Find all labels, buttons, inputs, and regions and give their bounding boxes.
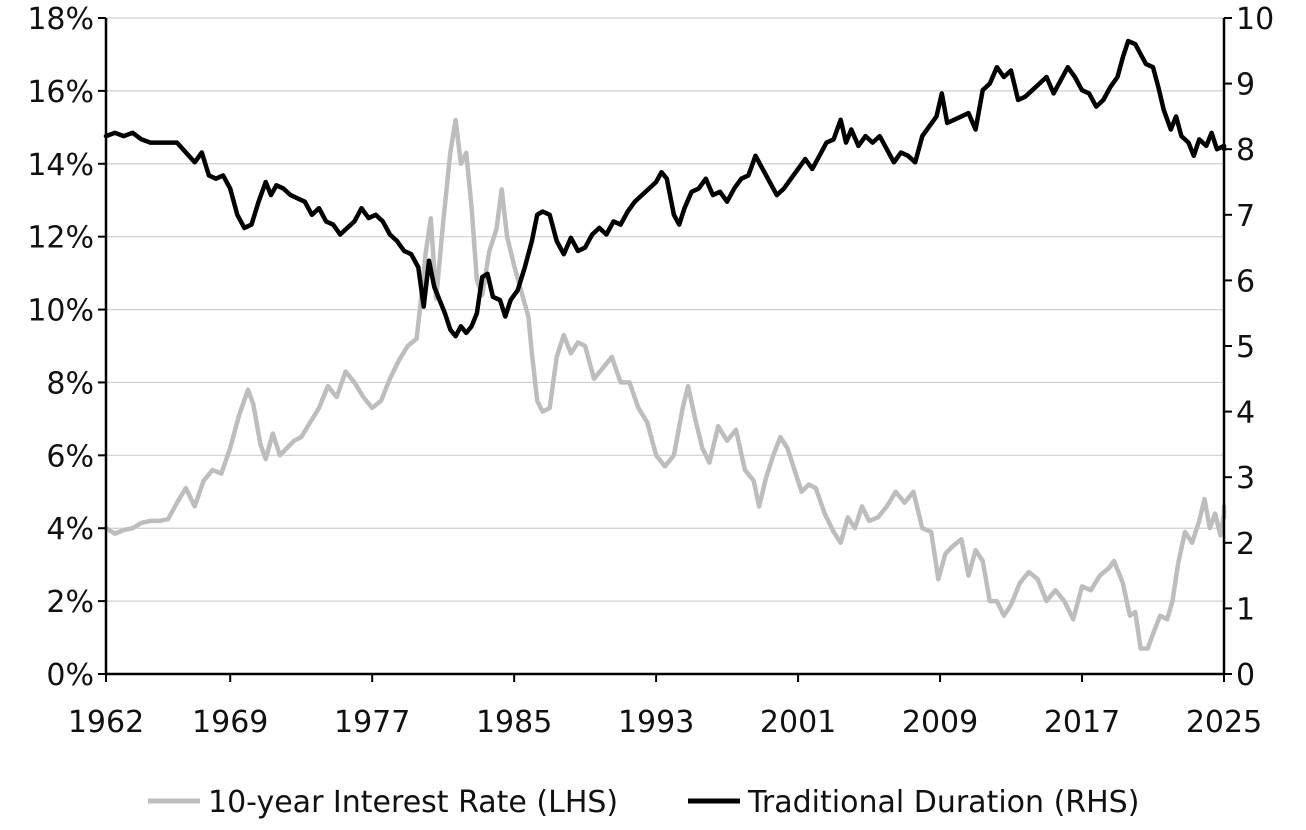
right-tick-label: 3	[1236, 461, 1255, 496]
legend: 10-year Interest Rate (LHS) Traditional …	[148, 785, 1139, 820]
x-tick-label: 1985	[476, 705, 552, 740]
left-tick-label: 4%	[46, 512, 94, 547]
legend-label-duration: Traditional Duration (RHS)	[747, 785, 1139, 820]
x-tick-label: 2017	[1044, 705, 1120, 740]
left-tick-label: 16%	[27, 75, 94, 110]
series-line-duration	[103, 38, 1227, 339]
tick-labels: 0% 2% 4% 6% 8% 10% 12% 14% 16% 18% 0 1 2 3 4 5 6 7 8 9 10 196…	[27, 2, 1274, 740]
x-tick-label: 2001	[760, 705, 836, 740]
left-tick-label: 8%	[46, 366, 94, 401]
gridlines	[106, 17, 1224, 602]
x-tick-label: 1993	[618, 705, 694, 740]
right-tick-label: 9	[1236, 68, 1255, 103]
right-tick-label: 0	[1236, 658, 1255, 693]
left-tick-label: 10%	[27, 294, 94, 329]
left-tick-label: 12%	[27, 221, 94, 256]
legend-item-duration: Traditional Duration (RHS)	[688, 785, 1139, 820]
x-tick-label: 2009	[902, 705, 978, 740]
left-tick-label: 2%	[46, 585, 94, 620]
legend-label-interest-rate: 10-year Interest Rate (LHS)	[208, 785, 618, 820]
left-tick-label: 18%	[27, 2, 94, 37]
series-line-interest-rate	[103, 117, 1227, 651]
legend-item-interest-rate: 10-year Interest Rate (LHS)	[148, 785, 618, 820]
x-tick-label: 1969	[192, 705, 268, 740]
right-tick-label: 5	[1236, 330, 1255, 365]
right-tick-label: 2	[1236, 527, 1255, 562]
left-tick-label: 6%	[46, 439, 94, 474]
x-tick-label: 1962	[68, 705, 144, 740]
right-tick-label: 1	[1236, 592, 1255, 627]
right-tick-label: 7	[1236, 199, 1255, 234]
left-tick-label: 14%	[27, 148, 94, 183]
right-tick-label: 10	[1236, 2, 1274, 37]
right-tick-label: 4	[1236, 396, 1255, 431]
series-lines	[103, 38, 1227, 651]
x-tick-label: 1977	[334, 705, 410, 740]
left-tick-label: 0%	[46, 658, 94, 693]
right-tick-label: 8	[1236, 133, 1255, 168]
x-tick-label: 2025	[1186, 705, 1262, 740]
axes	[104, 18, 1226, 676]
right-tick-label: 6	[1236, 264, 1255, 299]
